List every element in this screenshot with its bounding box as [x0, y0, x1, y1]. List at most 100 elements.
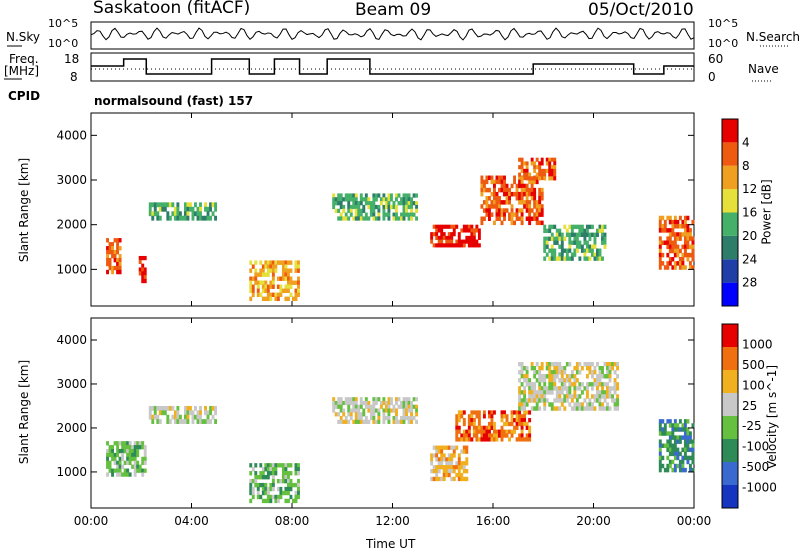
heatmap-cell	[511, 418, 514, 422]
heatmap-cell	[387, 405, 390, 409]
heatmap-cell	[566, 362, 569, 366]
heatmap-cell	[151, 211, 154, 216]
heatmap-cell	[297, 293, 300, 297]
heatmap-cell	[676, 464, 679, 468]
heatmap-cell	[393, 201, 396, 205]
heatmap-cell	[131, 465, 134, 469]
heatmap-cell	[470, 422, 473, 426]
heatmap-cell	[362, 205, 365, 209]
heatmap-cell	[445, 446, 448, 450]
heatmap-cell	[679, 249, 682, 254]
heatmap-cell	[269, 281, 272, 285]
heatmap-cell	[176, 415, 179, 420]
heatmap-cell	[375, 197, 378, 201]
heatmap-cell	[561, 245, 564, 249]
colorbar-tick-label: 500	[742, 358, 765, 372]
heatmap-cell	[568, 241, 571, 245]
heatmap-cell	[259, 293, 262, 297]
heatmap-cell	[458, 236, 461, 240]
heatmap-cell	[450, 243, 453, 247]
heatmap-cell	[192, 216, 195, 221]
heatmap-cell	[174, 211, 177, 216]
heatmap-cell	[490, 200, 493, 204]
heatmap-cell	[583, 362, 586, 366]
heatmap-cell	[141, 271, 144, 275]
heatmap-cell	[377, 420, 380, 424]
heatmap-cell	[611, 398, 614, 402]
heatmap-cell	[513, 180, 516, 184]
heatmap-cell	[483, 200, 486, 204]
heatmap-cell	[604, 406, 607, 410]
heatmap-cell	[272, 487, 275, 491]
heatmap-cell	[370, 408, 373, 412]
heatmap-cell	[686, 460, 689, 464]
beam-label: Beam 09	[355, 0, 431, 20]
heatmap-cell	[681, 253, 684, 258]
heatmap-cell	[496, 200, 499, 204]
heatmap-cell	[496, 208, 499, 212]
heatmap-cell	[192, 415, 195, 420]
heatmap-cell	[676, 249, 679, 254]
heatmap-cell	[438, 449, 441, 453]
heatmap-cell	[681, 423, 684, 427]
heatmap-cell	[503, 208, 506, 212]
heatmap-cell	[528, 378, 531, 382]
heatmap-cell	[541, 374, 544, 378]
heatmap-cell	[674, 468, 677, 472]
heatmap-cell	[134, 469, 137, 473]
heatmap-cell	[664, 427, 667, 431]
heatmap-cell	[141, 469, 144, 473]
heatmap-cell	[259, 281, 262, 285]
velocity-ylabel: Slant Range [km]	[17, 360, 31, 464]
heatmap-cell	[106, 449, 109, 453]
heatmap-cell	[116, 262, 119, 266]
heatmap-cell	[661, 228, 664, 233]
heatmap-cell	[184, 216, 187, 221]
heatmap-cell	[455, 465, 458, 469]
heatmap-cell	[669, 464, 672, 468]
heatmap-cell	[176, 207, 179, 212]
heatmap-cell	[674, 427, 677, 431]
heatmap-cell	[599, 374, 602, 378]
heatmap-cell	[141, 264, 144, 268]
heatmap-cell	[523, 398, 526, 402]
heatmap-cell	[568, 225, 571, 229]
heatmap-cell	[546, 390, 549, 394]
heatmap-cell	[410, 213, 413, 217]
heatmap-cell	[526, 196, 529, 200]
heatmap-cell	[666, 261, 669, 266]
heatmap-cell	[553, 378, 556, 382]
heatmap-cell	[528, 204, 531, 208]
heatmap-cell	[192, 410, 195, 415]
heatmap-cell	[493, 426, 496, 430]
heatmap-cell	[523, 184, 526, 188]
heatmap-cell	[674, 456, 677, 460]
heatmap-cell	[395, 205, 398, 209]
heatmap-cell	[523, 378, 526, 382]
heatmap-cell	[264, 483, 267, 487]
heatmap-cell	[538, 173, 541, 177]
heatmap-cell	[209, 216, 212, 221]
heatmap-cell	[536, 165, 539, 169]
heatmap-cell	[410, 416, 413, 420]
heatmap-cell	[455, 446, 458, 450]
heatmap-cell	[506, 430, 509, 434]
heatmap-cell	[538, 176, 541, 180]
heatmap-cell	[287, 272, 290, 276]
heatmap-cell	[518, 196, 521, 200]
heatmap-cell	[571, 241, 574, 245]
heatmap-cell	[106, 457, 109, 461]
heatmap-cell	[681, 232, 684, 237]
heatmap-cell	[360, 397, 363, 401]
heatmap-cell	[543, 176, 546, 180]
heatmap-cell	[659, 249, 662, 254]
heatmap-cell	[669, 249, 672, 254]
heatmap-cell	[403, 416, 406, 420]
heatmap-cell	[352, 201, 355, 205]
heatmap-cell	[674, 245, 677, 250]
heatmap-cell	[573, 386, 576, 390]
heatmap-cell	[297, 471, 300, 475]
heatmap-cell	[528, 382, 531, 386]
heatmap-cell	[576, 245, 579, 249]
heatmap-cell	[676, 224, 679, 229]
